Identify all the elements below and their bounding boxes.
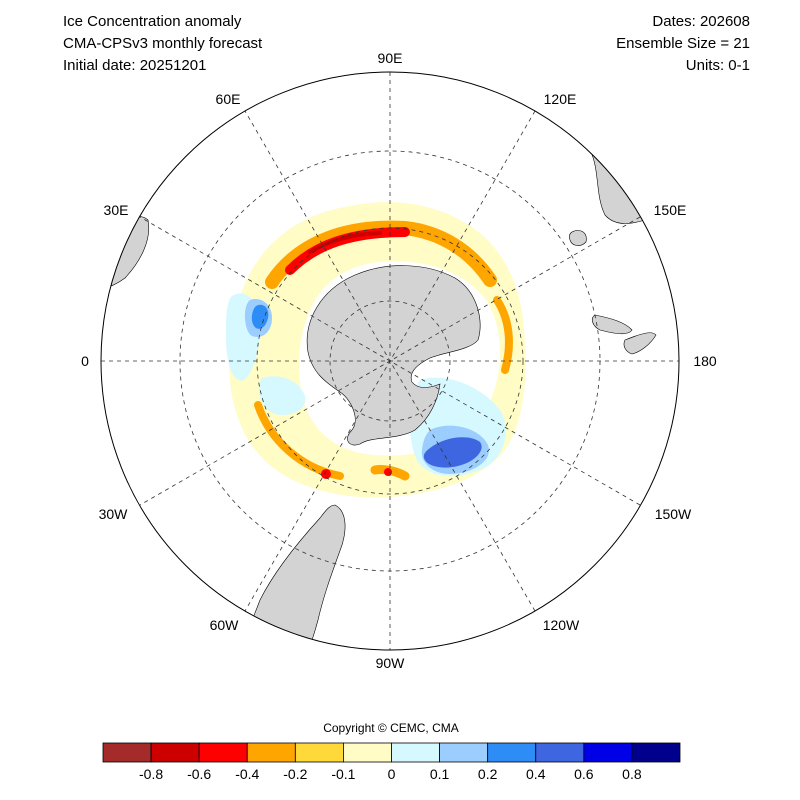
anomaly-field-darkred-north (308, 231, 382, 254)
map-border (100, 71, 680, 651)
colorbar-box (535, 742, 585, 763)
colorbar-box (198, 742, 248, 763)
africa-land (101, 216, 150, 291)
colorbar-label: 0.8 (622, 766, 642, 782)
anomaly-field-low-negative-sw (258, 376, 306, 416)
colorbar-box (391, 742, 440, 763)
colorbar-label: 0.4 (526, 766, 546, 782)
colorbar-label: -0.2 (283, 766, 307, 782)
colorbar-box (102, 742, 152, 763)
polar-map: 90E 120E 150E 180 150W 120W 90W 60W 30W … (81, 50, 717, 671)
lon-label-30e: 30E (104, 202, 129, 218)
header-left: Ice Concentration anomaly CMA-CPSv3 mont… (63, 11, 262, 77)
lon-label-30w: 30W (99, 506, 129, 522)
lon-label-90w: 90W (376, 655, 406, 671)
colorbar-label: 0.6 (574, 766, 594, 782)
colorbar-box (487, 742, 537, 763)
lon-label-120e: 120E (544, 91, 577, 107)
lon-label-120w: 120W (543, 617, 580, 633)
colorbar-box (583, 742, 633, 763)
colorbar-label: -0.4 (235, 766, 259, 782)
map-content (101, 72, 679, 650)
new-zealand-south-island (623, 332, 657, 355)
anomaly-field-low-positive (229, 202, 526, 498)
anomaly-field-strong-negative-w (251, 304, 269, 329)
colorbar-label: -0.1 (331, 766, 355, 782)
lon-label-60e: 60E (216, 91, 241, 107)
lon-label-0: 0 (81, 353, 89, 369)
south-america-land (199, 504, 346, 650)
copyright-text: Copyright © CEMC, CMA (323, 721, 459, 735)
header-right: Dates: 202608 Ensemble Size = 21 Units: … (616, 11, 750, 77)
anomaly-field-orange-east (493, 296, 513, 374)
lon-label-150e: 150E (654, 202, 687, 218)
anomaly-field-red-south (321, 469, 331, 479)
ensemble-label: Ensemble Size = 21 (616, 35, 750, 52)
colorbar-label: 0.2 (478, 766, 498, 782)
australia-land (501, 72, 679, 224)
longitude-labels: 90E 120E 150E 180 150W 120W 90W 60W 30W … (81, 50, 717, 671)
colorbar-boxes (102, 742, 681, 763)
colorbar-label: 0.1 (430, 766, 450, 782)
colorbar-box (343, 742, 392, 763)
colorbar-labels: -0.8 -0.6 -0.4 -0.2 -0.1 0 0.1 0.2 0.4 0.6 0.8 (139, 766, 642, 782)
lon-label-150w: 150W (655, 506, 692, 522)
colorbar-box (294, 742, 344, 763)
lon-label-180: 180 (693, 353, 717, 369)
dates-label: Dates: 202608 (652, 13, 750, 30)
tasmania-land (569, 230, 587, 246)
new-zealand-north-island (591, 314, 633, 335)
initial-date-label: Initial date: 20251201 (63, 57, 207, 74)
model-label: CMA-CPSv3 monthly forecast (63, 35, 263, 52)
colorbar-box (439, 742, 489, 763)
colorbar-label: -0.6 (187, 766, 211, 782)
lon-label-90e: 90E (378, 50, 403, 66)
lon-label-60w: 60W (210, 617, 240, 633)
map-title: Ice Concentration anomaly (63, 13, 242, 30)
colorbar-box (631, 742, 681, 763)
colorbar-box (246, 742, 296, 763)
graticule (101, 72, 679, 650)
colorbar-label: -0.8 (139, 766, 163, 782)
units-label: Units: 0-1 (685, 57, 750, 74)
colorbar-box (150, 742, 200, 763)
anomaly-field-red-south2 (384, 468, 392, 476)
colorbar-label: 0 (388, 766, 396, 782)
